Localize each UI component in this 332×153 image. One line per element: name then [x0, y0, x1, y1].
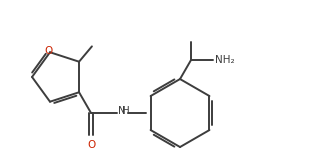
Text: O: O — [87, 140, 95, 150]
Text: O: O — [45, 46, 53, 56]
Text: H: H — [122, 106, 130, 116]
Text: N: N — [118, 106, 126, 116]
Text: NH₂: NH₂ — [215, 55, 235, 65]
